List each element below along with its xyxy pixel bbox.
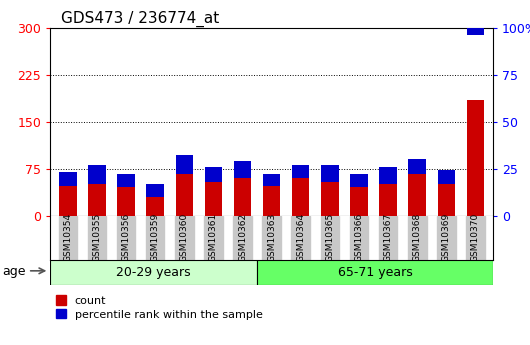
Bar [204, 216, 223, 260]
Bar [146, 187, 164, 216]
Text: GDS473 / 236774_at: GDS473 / 236774_at [61, 10, 219, 27]
Bar [88, 175, 105, 216]
Bar [50, 260, 257, 285]
Bar [292, 216, 310, 260]
Bar [175, 166, 193, 216]
Bar [234, 161, 251, 178]
Bar [175, 216, 193, 260]
Bar [467, 0, 484, 35]
Bar [379, 175, 397, 216]
Bar [466, 216, 485, 260]
Text: GSM10361: GSM10361 [209, 213, 218, 262]
Bar [379, 216, 398, 260]
Bar [262, 216, 281, 260]
Bar [263, 178, 280, 216]
Bar [146, 216, 164, 260]
Bar [205, 167, 222, 182]
Bar [88, 165, 105, 184]
Text: GSM10363: GSM10363 [267, 213, 276, 262]
Bar [175, 156, 193, 174]
Bar [117, 174, 135, 187]
Bar [321, 216, 339, 260]
Text: GSM10365: GSM10365 [325, 213, 334, 262]
Bar [350, 174, 368, 187]
Text: 65-71 years: 65-71 years [338, 266, 412, 279]
Text: GSM10368: GSM10368 [413, 213, 422, 262]
Bar [87, 216, 106, 260]
Legend: count, percentile rank within the sample: count, percentile rank within the sample [56, 295, 263, 319]
Bar [321, 165, 339, 182]
Bar [350, 216, 368, 260]
Bar [263, 174, 280, 186]
Bar [292, 172, 310, 216]
Text: GSM10362: GSM10362 [238, 213, 247, 262]
Bar [205, 175, 222, 216]
Bar [438, 170, 455, 184]
Text: GSM10366: GSM10366 [355, 213, 364, 262]
Bar [409, 159, 426, 174]
Text: GSM10369: GSM10369 [442, 213, 451, 262]
Text: GSM10370: GSM10370 [471, 213, 480, 262]
Bar [233, 216, 252, 260]
Text: GSM10359: GSM10359 [151, 213, 160, 262]
Bar [438, 175, 455, 216]
Text: GSM10360: GSM10360 [180, 213, 189, 262]
Bar [117, 178, 135, 216]
Bar [467, 100, 484, 216]
Bar [437, 216, 456, 260]
Bar [146, 184, 164, 197]
Bar [257, 260, 493, 285]
Bar [234, 166, 251, 216]
Text: GSM10367: GSM10367 [384, 213, 393, 262]
Bar [408, 216, 427, 260]
Bar [350, 178, 368, 216]
Bar [321, 172, 339, 216]
Text: GSM10355: GSM10355 [92, 213, 101, 262]
Bar [59, 172, 76, 186]
Text: age: age [3, 265, 26, 278]
Text: GSM10364: GSM10364 [296, 213, 305, 262]
Text: 20-29 years: 20-29 years [116, 266, 191, 279]
Bar [292, 165, 310, 178]
Bar [58, 216, 77, 260]
Text: GSM10354: GSM10354 [63, 213, 72, 262]
Bar [409, 166, 426, 216]
Bar [379, 167, 397, 184]
Bar [59, 175, 76, 216]
Bar [117, 216, 135, 260]
Text: GSM10356: GSM10356 [121, 213, 130, 262]
